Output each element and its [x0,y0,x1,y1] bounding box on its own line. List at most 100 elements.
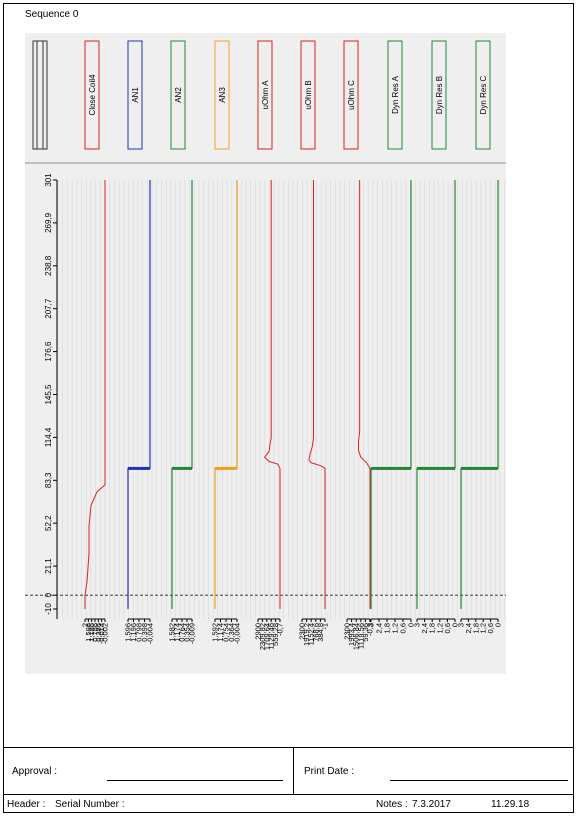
x-tick-label: 384,8 [316,623,325,642]
x-tick-label: 1152,4 [307,623,316,645]
channel-name: uOhm B [304,80,313,109]
channel-box [387,40,403,150]
x-tick-label: 0 [494,623,503,627]
step-bar [461,466,498,470]
serial-number-label: Serial Number : [55,799,125,810]
x-tick-label: 0,764 [178,623,187,642]
x-tick-label: 2,4 [375,623,384,633]
x-tick-label: 559,28 [271,623,280,646]
step-bar [371,466,411,470]
notes-label: Notes : [376,799,408,810]
x-tick-label: 0,786 [91,623,100,642]
channel-box [300,40,316,150]
channel-box [257,40,273,150]
x-tick-label: 1709,64 [262,623,271,650]
page-border [3,3,574,813]
x-tick-label: 0 [407,623,416,627]
channel-name: Dyn Res C [479,75,488,114]
x-tick-label: 59,36 [361,623,370,642]
x-tick-label: 1,8 [428,623,437,633]
channel-box [475,40,491,150]
trace-line [171,180,193,609]
x-tick-label: 1919,2 [302,623,311,646]
x-tick-label: 0,386 [94,623,103,642]
y-tick-label: 238,8 [44,255,53,276]
step-bar [128,466,150,470]
trace-line [127,180,151,609]
x-tick-label: -0,004 [233,623,242,644]
channel-name: Dyn Res B [435,76,444,114]
print-date-label: Print Date : [304,766,355,777]
x-tick-label: 1,2 [435,623,444,633]
y-tick-label: 145,5 [44,384,53,405]
x-tick-label: 1,596 [84,623,93,642]
approval-signature-line[interactable] [107,780,283,781]
trace-line [308,180,326,609]
chart-area: Close Coil4 AN1 AN2 AN3 uOhm A uOhm B uOhm C Dy… [25,33,506,674]
approval-label: Approval : [12,766,58,777]
x-tick-label: 0,798 [135,623,144,642]
y-tick-label: 176,6 [44,341,53,362]
y-tick-label: 52,2 [44,515,53,531]
channel-name: AN2 [174,87,183,103]
x-tick-label: -0,002 [101,623,110,644]
channel-box-time [32,40,48,150]
step-bar [215,466,237,470]
x-tick-label: 3 [457,623,466,627]
channel-name: uOhm C [347,80,356,110]
x-tick-label: 1,592 [211,623,220,642]
x-tick-label: 1,582 [168,623,177,642]
trace-line [263,180,281,609]
channel-box [127,40,143,150]
x-tick-label: -0,009 [188,623,197,644]
x-tick-label: 0,6 [399,623,408,633]
y-tick-label: 269,9 [44,212,53,233]
channel-name: Close Coil4 [88,74,97,115]
x-tick-label: -0,3 [366,623,375,636]
x-tick-label: 0,6 [486,623,495,633]
x-tick-label: 0,364 [227,623,236,642]
x-tick-label: 2309,82 [258,623,267,650]
x-tick-label: 0,754 [222,623,231,642]
x-tick-label: 1,2 [391,623,400,633]
y-tick-label: 207,7 [44,298,53,319]
x-tick-label: 3 [367,623,376,627]
channel-box [170,40,186,150]
footer-divider-top [3,747,574,748]
x-tick-label: 2900 [254,623,263,640]
footer-divider-mid [293,747,294,794]
print-date-line[interactable] [390,780,568,781]
x-tick-label: 0 [451,623,460,627]
x-tick-label: 0,398 [140,623,149,642]
x-tick-label: 1993,4 [347,623,356,646]
y-tick-label: 83,3 [44,472,53,488]
time-value: 11.29.18 [491,799,530,810]
x-tick-label: 1119,56 [356,623,365,649]
x-tick-label: 1506,84 [352,623,361,650]
x-tick-label: 2,4 [464,623,473,633]
step-bar [417,466,455,470]
step-bar [172,466,192,470]
x-tick-label: 1,596 [124,623,133,642]
y-tick-label: -10 [44,603,53,615]
sequence-title: Sequence 0 [25,9,79,20]
channel-box [343,40,359,150]
y-tick-label: 301 [44,173,53,187]
trace-line [358,180,371,609]
chart-svg: Close Coil4 AN1 AN2 AN3 uOhm A uOhm B uOhm C Dy… [25,40,506,650]
x-tick-label: 1129,46 [267,623,276,650]
x-tick-label: 1,186 [87,623,96,642]
footer-divider-bottom [3,794,574,795]
x-tick-label: 3 [413,623,422,627]
x-tick-label: 1,174 [173,623,182,642]
x-tick-label: 0,354 [183,623,192,642]
header-label: Header : [7,799,46,810]
y-tick-label: 114,4 [44,427,53,447]
x-tick-label: 2300 [343,623,352,640]
trace-line [460,180,499,609]
channel-name: AN1 [131,87,140,103]
trace-line [214,180,238,609]
x-tick-label: -1 [321,623,330,630]
channel-name: Dyn Res A [391,75,400,113]
x-tick-label: -0,014 [97,623,106,644]
